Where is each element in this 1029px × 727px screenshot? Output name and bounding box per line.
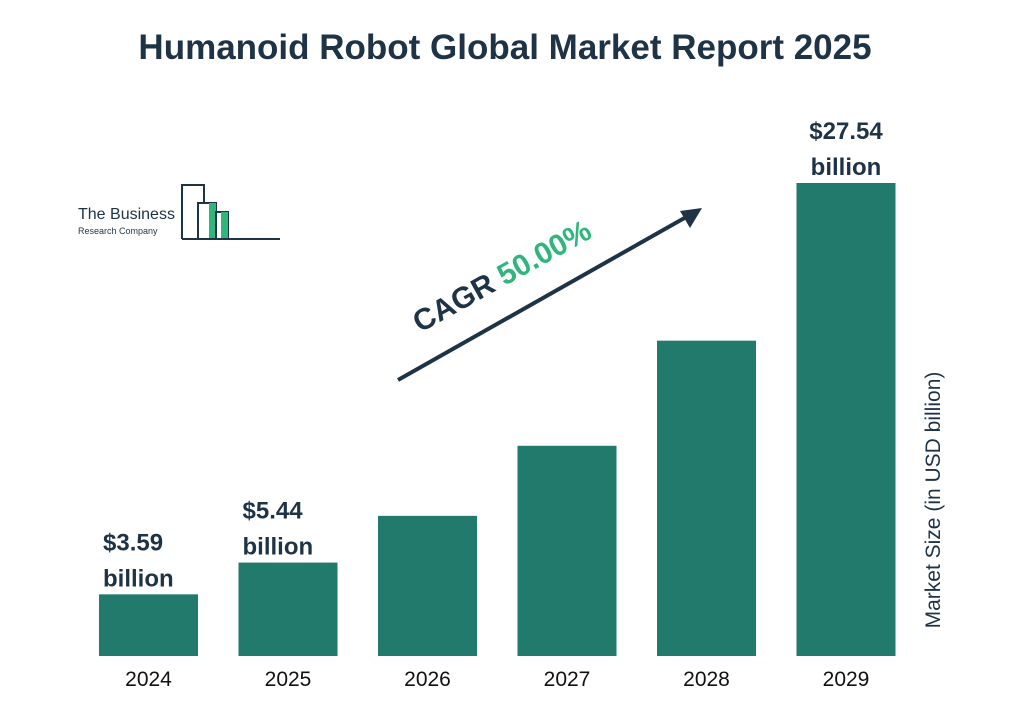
y-axis-title: Market Size (in USD billion) — [922, 372, 945, 629]
x-tick-label-2028: 2028 — [683, 668, 730, 691]
cagr-arrow-head-icon — [680, 208, 702, 228]
building-bars-icon — [181, 184, 280, 240]
cagr-value: 50.00% — [492, 214, 597, 292]
logo-text-primary: The Business — [78, 206, 175, 223]
bar-2025 — [238, 562, 338, 656]
data-label-2025-unit: billion — [243, 534, 314, 561]
logo-text-secondary: Research Company — [78, 226, 158, 236]
data-label-2029-value: $27.54 — [809, 118, 883, 145]
x-tick-label-2027: 2027 — [544, 668, 591, 691]
bar-2026 — [378, 515, 477, 656]
bar-2028 — [657, 340, 756, 656]
data-label-2024-value: $3.59 — [103, 529, 163, 556]
bar-2029 — [796, 183, 896, 656]
x-tick-label-2024: 2024 — [125, 668, 172, 691]
x-tick-label-2029: 2029 — [823, 668, 870, 691]
chart-title: Humanoid Robot Global Market Report 2025 — [138, 28, 872, 67]
bar-2024 — [99, 594, 198, 656]
data-label-2029-unit: billion — [811, 154, 882, 181]
cagr-arrow-line — [397, 214, 689, 382]
x-tick-label-2025: 2025 — [265, 668, 312, 691]
data-label-2025-value: $5.44 — [243, 498, 304, 525]
bar-2027 — [517, 445, 617, 656]
company-logo: The Business Research Company — [78, 180, 283, 245]
data-label-2024-unit: billion — [103, 565, 174, 592]
x-tick-label-2026: 2026 — [404, 668, 451, 691]
